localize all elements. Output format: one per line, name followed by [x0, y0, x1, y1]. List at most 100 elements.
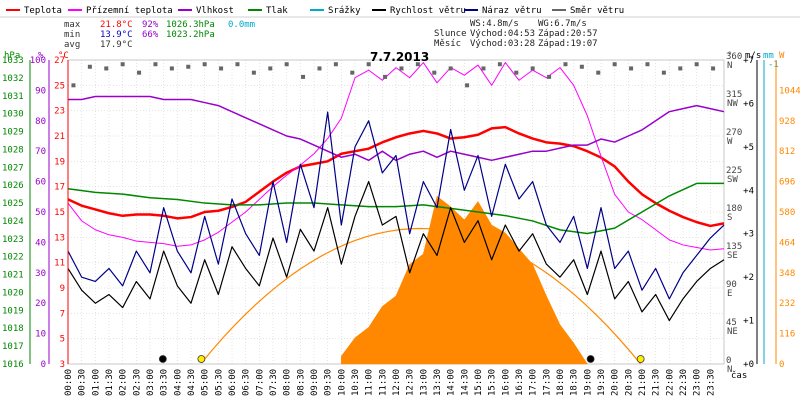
solar-tick-label: 580: [779, 208, 795, 218]
direction-tick-label: 0: [726, 356, 731, 366]
x-tick-label: 19:30: [597, 369, 607, 396]
grid: [67, 59, 725, 365]
direction-tick-label: 315: [726, 90, 742, 100]
direction-tick-dir: N: [727, 61, 732, 71]
series-line-Přízemní-teplota: [67, 62, 725, 251]
wind-direction-point: [104, 66, 109, 71]
humidity-tick-label: 100: [30, 56, 46, 66]
wind-direction-point: [579, 64, 584, 69]
temp-tick-label: 27: [54, 56, 65, 66]
x-tick-label: 14:00: [447, 369, 457, 396]
wind-direction-point: [694, 62, 699, 67]
solar-tick-label: 0: [779, 360, 784, 370]
x-tick-label: 08:30: [296, 369, 306, 396]
direction-tick-dir: SE: [727, 251, 738, 261]
humidity-tick-label: 60: [35, 178, 46, 188]
stats-min-pressure: 1023.2hPa: [166, 30, 215, 40]
wind-direction-point: [251, 70, 256, 75]
wind-direction-point: [317, 66, 322, 71]
solar-tick-label: 696: [779, 178, 795, 188]
pressure-tick-label: 1016: [2, 360, 24, 370]
sun-moon-markers: [158, 355, 645, 363]
moonrise-marker: [158, 355, 167, 363]
temp-tick-label: 17: [54, 183, 65, 193]
x-tick-label: 02:30: [132, 369, 142, 396]
legend-label: Teplota: [24, 6, 62, 16]
temp-tick-label: 15: [54, 208, 65, 218]
pressure-tick-label: 1020: [2, 288, 24, 298]
wind-direction-point: [596, 70, 601, 75]
series-line-Náraz-větru: [67, 111, 725, 300]
series-line-Vlhkost: [68, 95, 725, 162]
legend: Teplota Přízemní teplota Vlhkost Tlak Srážky…: [0, 6, 800, 18]
x-tick-label: 16:00: [501, 369, 511, 396]
temp-tick-label: 21: [54, 132, 65, 142]
moonset-marker: [586, 355, 595, 363]
chart-title: 7.7.2013: [370, 50, 429, 64]
axis-units: hPa % °C ° m/s mm W čas: [4, 51, 785, 381]
series-lines: [67, 62, 725, 322]
direction-tick-dir: SW: [727, 175, 738, 185]
x-tick-label: 11:00: [365, 369, 375, 396]
unit-direction: °: [727, 51, 732, 61]
pressure-tick-label: 1018: [2, 324, 24, 334]
direction-tick-dir: N: [727, 365, 732, 375]
wind-direction-point: [612, 62, 617, 67]
x-tick-label: 10:30: [351, 369, 361, 396]
wind-direction-point: [268, 66, 273, 71]
unit-pressure: hPa: [4, 51, 20, 61]
wind-tick-label: +4: [743, 186, 754, 196]
x-tick-label: 09:30: [324, 369, 334, 396]
stats-block: max 21.8°C 92% 1026.3hPa 0.0mm min 13.9°…: [64, 20, 255, 50]
x-tick-label: 18:30: [570, 369, 580, 396]
temp-tick-label: 19: [54, 157, 65, 167]
x-tick-label: 09:00: [310, 369, 320, 396]
wind-direction-point: [415, 62, 420, 67]
wind-direction-point: [629, 66, 634, 71]
x-tick-label: 20:00: [611, 369, 621, 396]
temp-tick-label: 13: [54, 233, 65, 243]
wind-direction-point: [547, 74, 552, 79]
unit-temp: °C: [58, 51, 69, 61]
direction-tick-dir: S: [727, 213, 732, 223]
x-tick-label: 00:30: [78, 369, 88, 396]
temp-tick-label: 5: [60, 335, 65, 345]
x-tick-label: 07:00: [255, 369, 265, 396]
stats-max-humidity: 92%: [142, 20, 159, 30]
x-tick-label: 01:30: [105, 369, 115, 396]
direction-tick-dir: NW: [727, 99, 738, 109]
legend-label: Přízemní teplota: [86, 6, 173, 16]
stats-max-temp: 21.8°C: [100, 20, 133, 30]
wind-direction-point: [284, 62, 289, 67]
pressure-tick-label: 1021: [2, 271, 24, 281]
wind-direction-point: [711, 66, 716, 71]
direction-tick-dir: E: [727, 289, 732, 299]
wind-tick-label: +0: [743, 360, 754, 370]
humidity-tick-label: 90: [35, 86, 46, 96]
temp-tick-label: 11: [54, 259, 65, 269]
temp-tick-label: 9: [60, 284, 65, 294]
legend-label: Náraz větru: [482, 6, 542, 16]
x-tick-label: 17:00: [529, 369, 539, 396]
x-tick-label: 04:00: [173, 369, 183, 396]
humidity-tick-label: 80: [35, 117, 46, 127]
direction-tick-dir: W: [727, 137, 733, 147]
x-tick-label: 08:00: [283, 369, 293, 396]
unit-wind: m/s: [745, 51, 761, 61]
moon-label: Měsíc: [434, 39, 461, 49]
moonset-info: Západ:19:07: [538, 39, 598, 49]
direction-tick-label: 90: [726, 280, 737, 290]
x-tick-label: 22:30: [679, 369, 689, 396]
x-tick-label: 15:30: [488, 369, 498, 396]
x-tick-label: 02:00: [119, 369, 129, 396]
wind-direction-point: [645, 62, 650, 67]
x-tick-label: 23:30: [706, 369, 716, 396]
unit-rain: mm: [763, 51, 774, 61]
wind-direction-point: [481, 66, 486, 71]
wind-tick-label: +2: [743, 273, 754, 283]
legend-label: Vlhkost: [196, 6, 234, 16]
stats-avg-temp: 17.9°C: [100, 40, 133, 50]
wind-direction-point: [202, 62, 207, 67]
stats-rain: 0.0mm: [228, 20, 255, 30]
